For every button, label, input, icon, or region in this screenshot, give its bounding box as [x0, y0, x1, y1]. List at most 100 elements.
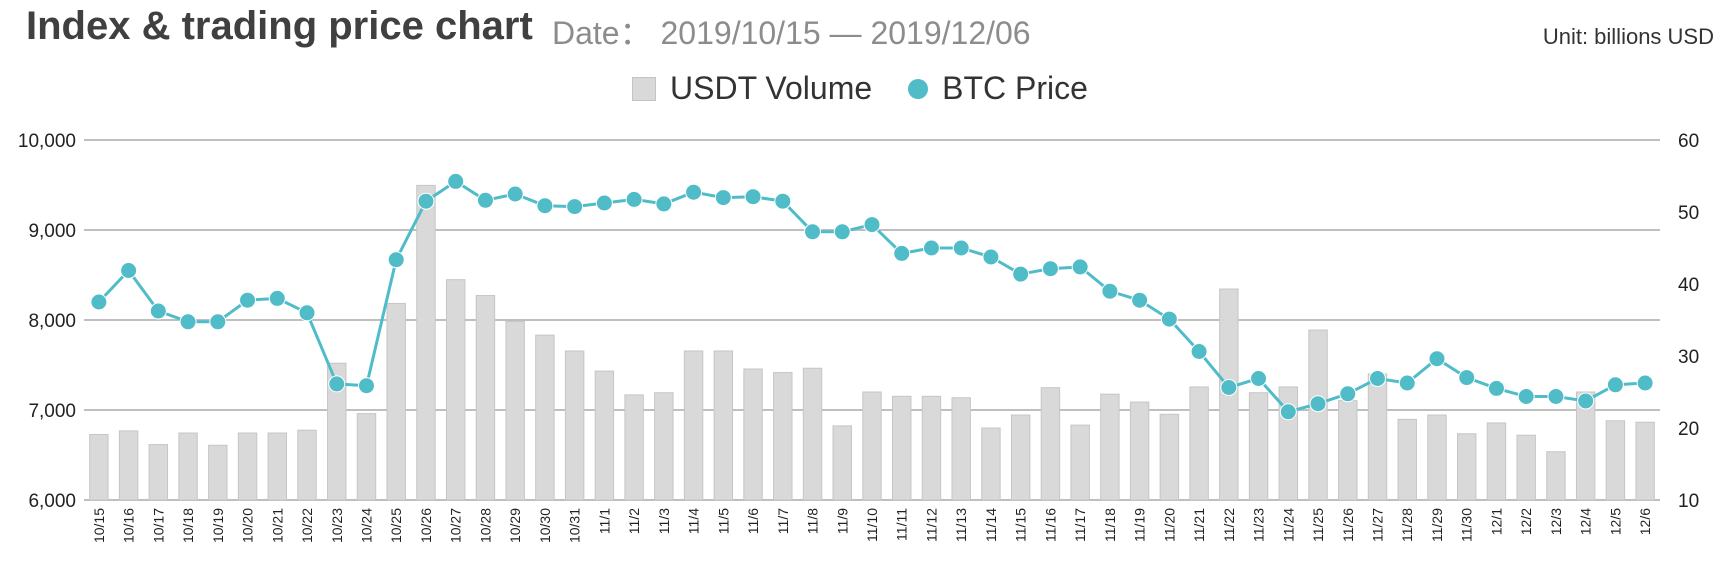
- price-point: [625, 190, 643, 208]
- price-point: [1012, 265, 1030, 283]
- x-tick-label: 11/10: [864, 508, 880, 542]
- price-point: [952, 239, 970, 257]
- volume-bar: [654, 392, 674, 501]
- volume-bar: [1397, 418, 1417, 501]
- x-tick-label: 11/30: [1459, 508, 1475, 542]
- price-point: [1131, 291, 1149, 309]
- price-point: [1309, 395, 1327, 413]
- y-right-tick-label: 30: [1678, 347, 1699, 368]
- x-tick-label: 11/11: [894, 508, 910, 541]
- volume-bar: [743, 368, 763, 501]
- legend: USDT Volume BTC Price: [632, 70, 1124, 107]
- chart-title: Index & trading price chart: [26, 4, 533, 48]
- price-point: [1487, 379, 1505, 397]
- x-tick-label: 11/4: [686, 508, 702, 534]
- unit-label: Unit: billions USD: [1542, 24, 1714, 49]
- y-left-tick-label: 6,000: [28, 491, 76, 512]
- x-tick-label: 11/13: [953, 508, 969, 542]
- x-tick-label: 12/6: [1637, 508, 1653, 535]
- x-tick-label: 10/28: [477, 508, 493, 543]
- volume-bar: [475, 295, 496, 501]
- volume-bar: [624, 394, 644, 501]
- price-point: [1041, 260, 1059, 278]
- price-point: [1190, 343, 1208, 360]
- y-right-tick-label: 20: [1678, 419, 1699, 440]
- x-tick-label: 11/2: [626, 508, 642, 534]
- x-tick-label: 11/26: [1340, 508, 1356, 542]
- volume-bar: [862, 391, 882, 501]
- x-tick-label: 11/1: [596, 508, 612, 534]
- volume-bar: [564, 350, 585, 501]
- volume-bar: [1575, 391, 1596, 501]
- volume-bar: [178, 432, 198, 501]
- x-tick-label: 11/24: [1280, 508, 1296, 542]
- price-point: [714, 189, 732, 207]
- price-point: [833, 223, 851, 241]
- volume-bar: [832, 425, 852, 501]
- x-tick-label: 11/19: [1132, 508, 1148, 542]
- price-point: [685, 183, 703, 201]
- x-tick-label: 11/28: [1399, 508, 1415, 542]
- x-tick-label: 10/24: [358, 508, 374, 543]
- volume-bar: [1070, 424, 1090, 501]
- y-right-tick-label: 10: [1678, 491, 1699, 512]
- volume-bar: [1367, 373, 1388, 501]
- y-left-tick-label: 10,000: [18, 131, 76, 152]
- x-tick-label: 11/23: [1251, 508, 1267, 542]
- volume-bar: [1456, 433, 1477, 501]
- price-point: [863, 216, 881, 234]
- volume-bar: [208, 444, 228, 501]
- x-tick-label: 12/4: [1578, 508, 1594, 535]
- x-tick-label: 11/9: [834, 508, 850, 534]
- price-point: [1220, 379, 1238, 396]
- price-point: [120, 262, 138, 279]
- price-point: [804, 223, 822, 241]
- x-tick-label: 10/17: [150, 508, 166, 543]
- price-point: [239, 291, 257, 309]
- volume-bar: [594, 370, 615, 501]
- price-point: [1606, 376, 1624, 394]
- x-tick-label: 11/27: [1370, 508, 1386, 542]
- x-tick-label: 11/15: [1013, 508, 1029, 542]
- x-tick-label: 11/14: [983, 508, 999, 542]
- legend-swatch-volume: [632, 76, 656, 101]
- volume-bar: [1546, 451, 1566, 501]
- price-point: [1160, 310, 1178, 328]
- price-point: [1398, 374, 1416, 392]
- date-range: Date： 2019/10/15 — 2019/12/06: [552, 8, 1031, 54]
- x-tick-label: 11/8: [805, 508, 821, 534]
- price-point: [1339, 385, 1357, 403]
- price-point: [1279, 403, 1297, 421]
- volume-bar: [118, 430, 139, 501]
- x-tick-label: 10/29: [507, 508, 523, 543]
- volume-bar: [773, 372, 793, 501]
- volume-bar: [951, 397, 971, 501]
- volume-bar: [505, 320, 525, 501]
- volume-bar: [356, 413, 377, 501]
- volume-bar: [267, 432, 288, 501]
- volume-bar: [1040, 387, 1061, 501]
- x-tick-label: 10/31: [567, 508, 583, 543]
- x-tick-label: 11/16: [1042, 508, 1058, 542]
- price-point: [1250, 370, 1268, 387]
- x-tick-label: 10/30: [537, 508, 553, 543]
- x-tick-label: 11/12: [923, 508, 939, 542]
- price-point: [922, 239, 940, 257]
- price-point: [447, 172, 465, 190]
- x-tick-label: 11/20: [1161, 508, 1177, 542]
- price-point: [357, 377, 375, 395]
- volume-bar: [981, 427, 1001, 501]
- volume-bar: [445, 279, 466, 501]
- price-point: [1517, 388, 1535, 405]
- x-tick-label: 11/21: [1191, 508, 1207, 542]
- price-point: [506, 185, 524, 203]
- volume-bar: [892, 395, 912, 501]
- x-tick-label: 12/5: [1607, 508, 1623, 535]
- price-point: [744, 188, 762, 206]
- volume-bar: [327, 362, 347, 501]
- y-right-tick-label: 40: [1678, 275, 1699, 296]
- price-point: [893, 244, 911, 262]
- price-point: [655, 195, 673, 213]
- volume-bar: [1010, 414, 1031, 501]
- volume-bar: [297, 429, 317, 501]
